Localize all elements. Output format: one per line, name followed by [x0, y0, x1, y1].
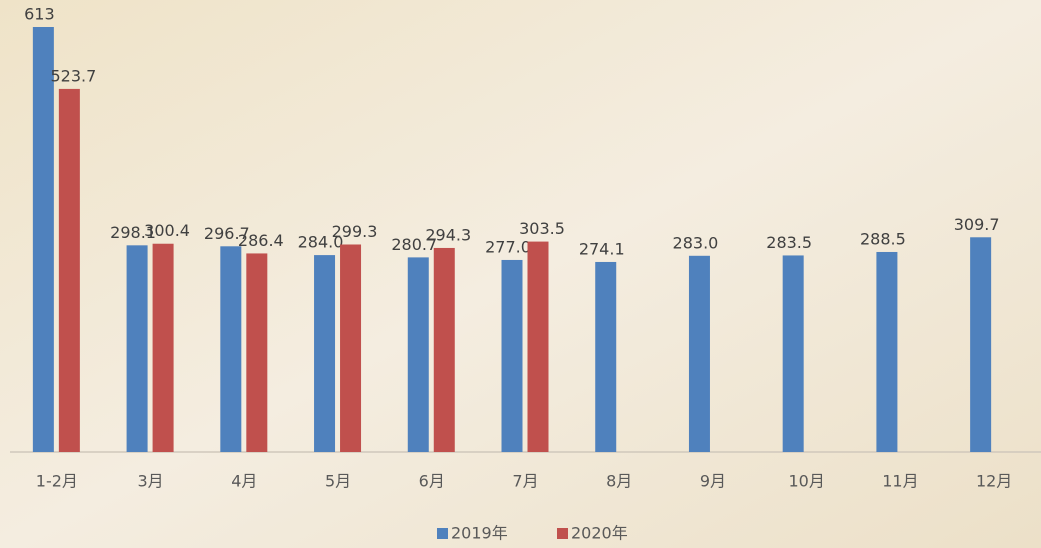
- x-tick-label: 3月: [137, 472, 163, 491]
- value-label: 613: [24, 5, 55, 24]
- bar: [876, 252, 897, 452]
- x-tick-label: 8月: [606, 472, 632, 491]
- bar: [33, 27, 54, 452]
- value-label: 300.4: [144, 221, 190, 240]
- legend-swatch: [437, 528, 448, 539]
- bar: [783, 255, 804, 452]
- bar: [59, 89, 80, 452]
- bar: [246, 253, 267, 452]
- x-tick-label: 12月: [976, 472, 1012, 491]
- bar: [528, 242, 549, 452]
- value-label: 309.7: [954, 215, 1000, 234]
- x-tick-label: 7月: [512, 472, 538, 491]
- bar: [314, 255, 335, 452]
- bar: [970, 237, 991, 452]
- x-tick-label: 9月: [700, 472, 726, 491]
- value-label: 274.1: [579, 239, 625, 258]
- x-tick-label: 6月: [419, 472, 445, 491]
- value-label: 294.3: [425, 225, 471, 244]
- bar: [434, 248, 455, 452]
- legend-swatch: [557, 528, 568, 539]
- x-tick-label: 11月: [882, 472, 918, 491]
- x-tick-label: 1-2月: [36, 472, 78, 491]
- value-label: 523.7: [50, 66, 96, 85]
- value-label: 283.0: [673, 233, 719, 252]
- bar: [127, 245, 148, 452]
- value-label: 277.0: [485, 237, 531, 256]
- bar: [502, 260, 523, 452]
- bar: [340, 244, 361, 452]
- x-tick-label: 4月: [231, 472, 257, 491]
- legend-label: 2020年: [571, 524, 628, 543]
- value-label: 286.4: [238, 231, 284, 250]
- chart: 1-2月613523.73月298.1300.44月296.7286.45月28…: [0, 0, 1041, 548]
- bar: [689, 256, 710, 452]
- bar: [595, 262, 616, 452]
- bar: [220, 246, 241, 452]
- x-tick-label: 5月: [325, 472, 351, 491]
- value-label: 303.5: [519, 219, 565, 238]
- x-tick-label: 10月: [788, 472, 824, 491]
- value-label: 299.3: [332, 222, 378, 241]
- bar: [153, 244, 174, 452]
- bar: [408, 257, 429, 452]
- value-label: 283.5: [766, 233, 812, 252]
- legend-label: 2019年: [451, 524, 508, 543]
- value-label: 288.5: [860, 229, 906, 248]
